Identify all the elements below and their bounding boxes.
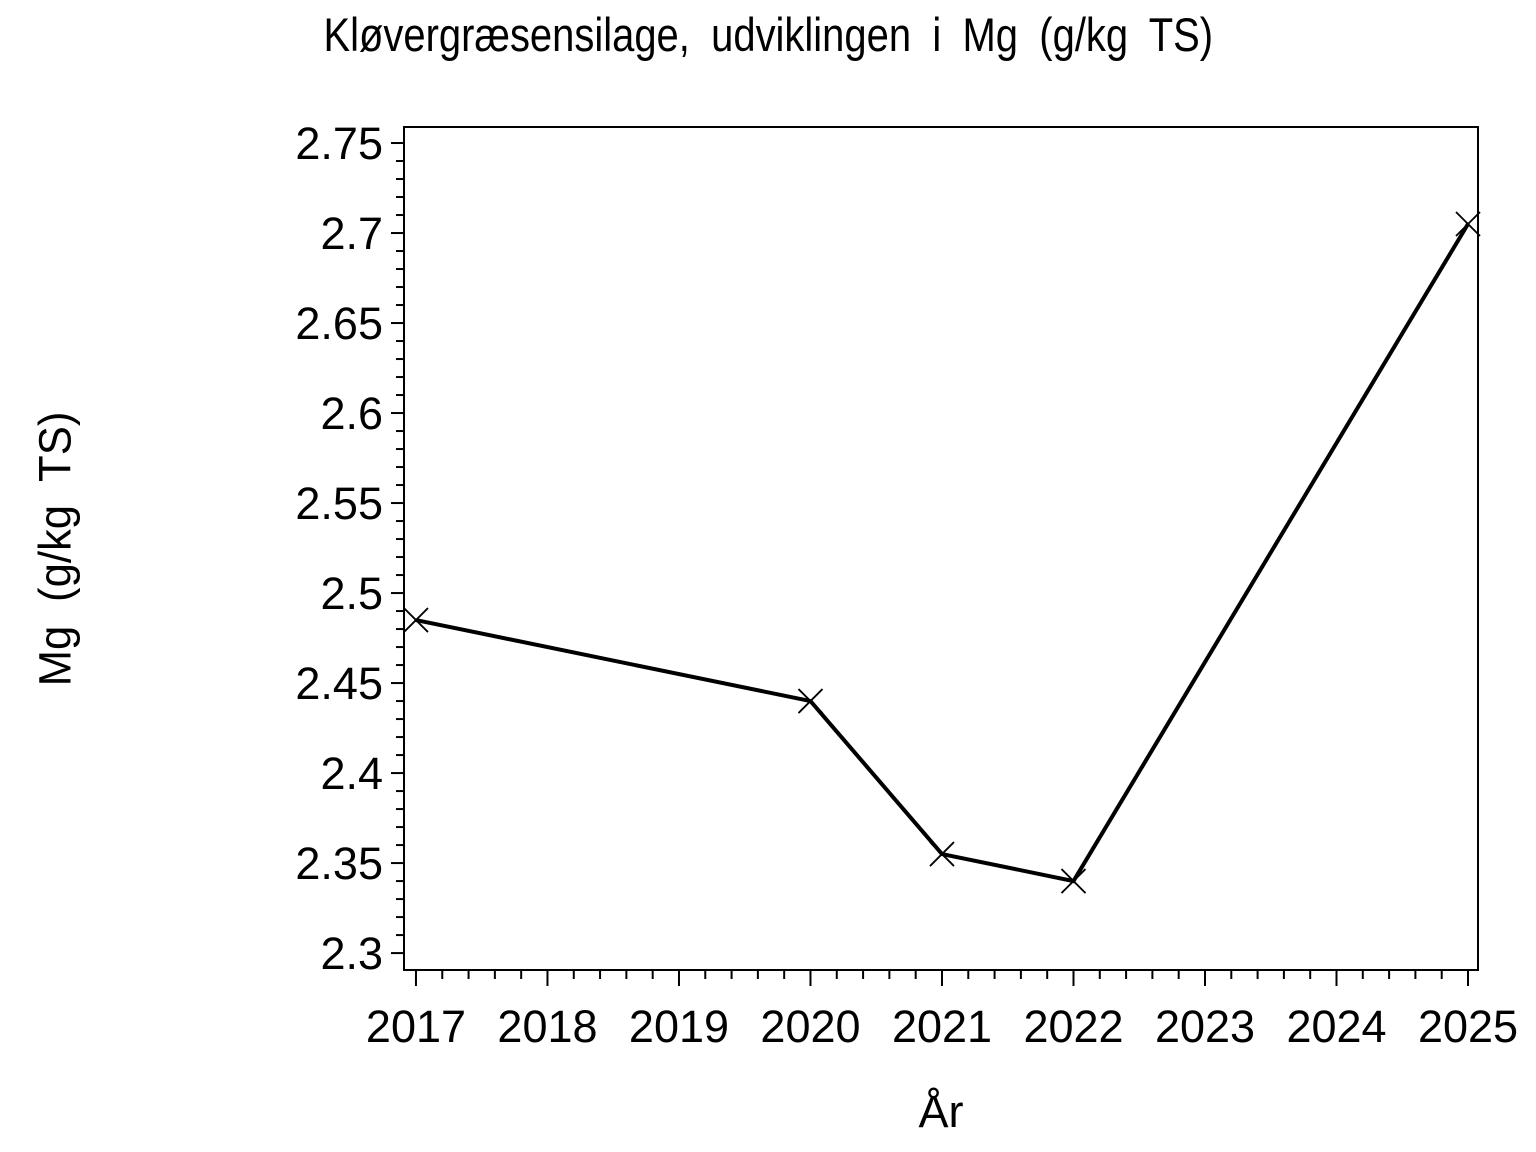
y-tick-label: 2.4 [320, 748, 383, 799]
y-tick-label: 2.55 [295, 478, 383, 529]
data-point-marker-x [403, 607, 429, 633]
data-point-markers [403, 211, 1481, 894]
x-tick-label: 2019 [629, 1001, 729, 1052]
x-tick-label: 2022 [1023, 1001, 1123, 1052]
x-tick-label: 2020 [760, 1001, 860, 1052]
x-tick-label: 2024 [1286, 1001, 1386, 1052]
y-tick-label: 2.35 [295, 838, 383, 889]
x-axis-tick-labels: 2017 2018 2019 2020 2021 2022 2023 2024 2025 [366, 1001, 1518, 1052]
y-axis-ticks [391, 142, 404, 955]
x-tick-label: 2023 [1155, 1001, 1255, 1052]
data-point-marker-x [797, 688, 824, 714]
y-tick-label: 2.3 [320, 928, 383, 979]
data-line [415, 222, 1470, 884]
x-tick-label: 2025 [1418, 1001, 1518, 1052]
y-tick-label: 2.5 [320, 568, 383, 619]
x-tick-label: 2018 [497, 1001, 597, 1052]
plot-frame [403, 126, 1479, 971]
x-tick-label: 2017 [366, 1001, 466, 1052]
y-axis-tick-labels: 2.3 2.35 2.4 2.45 2.5 2.55 2.6 2.65 2.7 2.75 [295, 118, 383, 979]
data-point-marker-x [1455, 211, 1481, 237]
x-tick-label: 2021 [892, 1001, 992, 1052]
chart-title-text: Kløvergræsensilage, udviklingen i Mg (g/… [323, 8, 1213, 61]
y-tick-label: 2.7 [320, 208, 383, 259]
y-tick-label: 2.6 [320, 388, 383, 439]
chart-title: Kløvergræsensilage, udviklingen i Mg (g/… [0, 9, 1536, 61]
y-tick-label: 2.45 [295, 658, 383, 709]
data-point-marker-x [929, 841, 955, 867]
data-point-marker-x [1060, 868, 1087, 894]
x-axis-ticks [414, 970, 1470, 986]
y-tick-label: 2.75 [295, 118, 383, 169]
y-tick-label: 2.65 [295, 298, 383, 349]
x-axis-title: År [918, 1086, 964, 1137]
